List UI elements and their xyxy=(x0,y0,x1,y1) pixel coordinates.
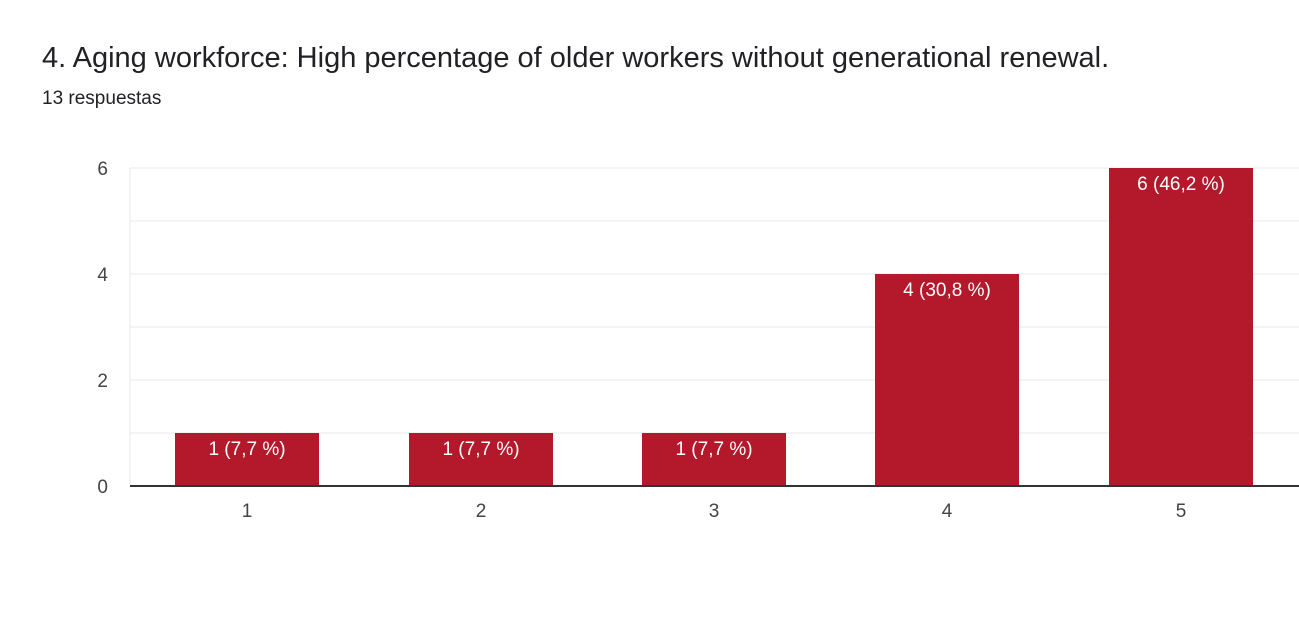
y-tick-label: 2 xyxy=(97,371,108,392)
bars xyxy=(175,168,1253,486)
question-title: 4. Aging workforce: High percentage of o… xyxy=(42,42,1110,74)
x-tick-label: 1 xyxy=(242,501,253,522)
bar-5 xyxy=(1109,168,1253,486)
y-tick-label: 6 xyxy=(97,159,108,180)
y-tick-label: 0 xyxy=(97,477,108,498)
bar-3 xyxy=(642,433,786,486)
x-tick-label: 4 xyxy=(942,501,953,522)
bar-data-label: 1 (7,7 %) xyxy=(208,439,285,460)
bar-data-label: 1 (7,7 %) xyxy=(675,439,752,460)
bar-1 xyxy=(175,433,319,486)
x-tick-label: 5 xyxy=(1176,501,1187,522)
bar-data-label: 1 (7,7 %) xyxy=(442,439,519,460)
response-count: 13 respuestas xyxy=(42,88,162,109)
axes: 0 2 4 6 1 2 3 4 5 xyxy=(97,159,1299,522)
y-tick-label: 4 xyxy=(97,265,108,286)
bar-data-label: 4 (30,8 %) xyxy=(903,280,991,301)
x-tick-label: 2 xyxy=(476,501,487,522)
bar-data-label: 6 (46,2 %) xyxy=(1137,174,1225,195)
bar-2 xyxy=(409,433,553,486)
bar-labels: 1 (7,7 %) 1 (7,7 %) 1 (7,7 %) 4 (30,8 %) 6 (… xyxy=(208,174,1224,460)
x-tick-label: 3 xyxy=(709,501,720,522)
bar-4 xyxy=(875,274,1019,486)
